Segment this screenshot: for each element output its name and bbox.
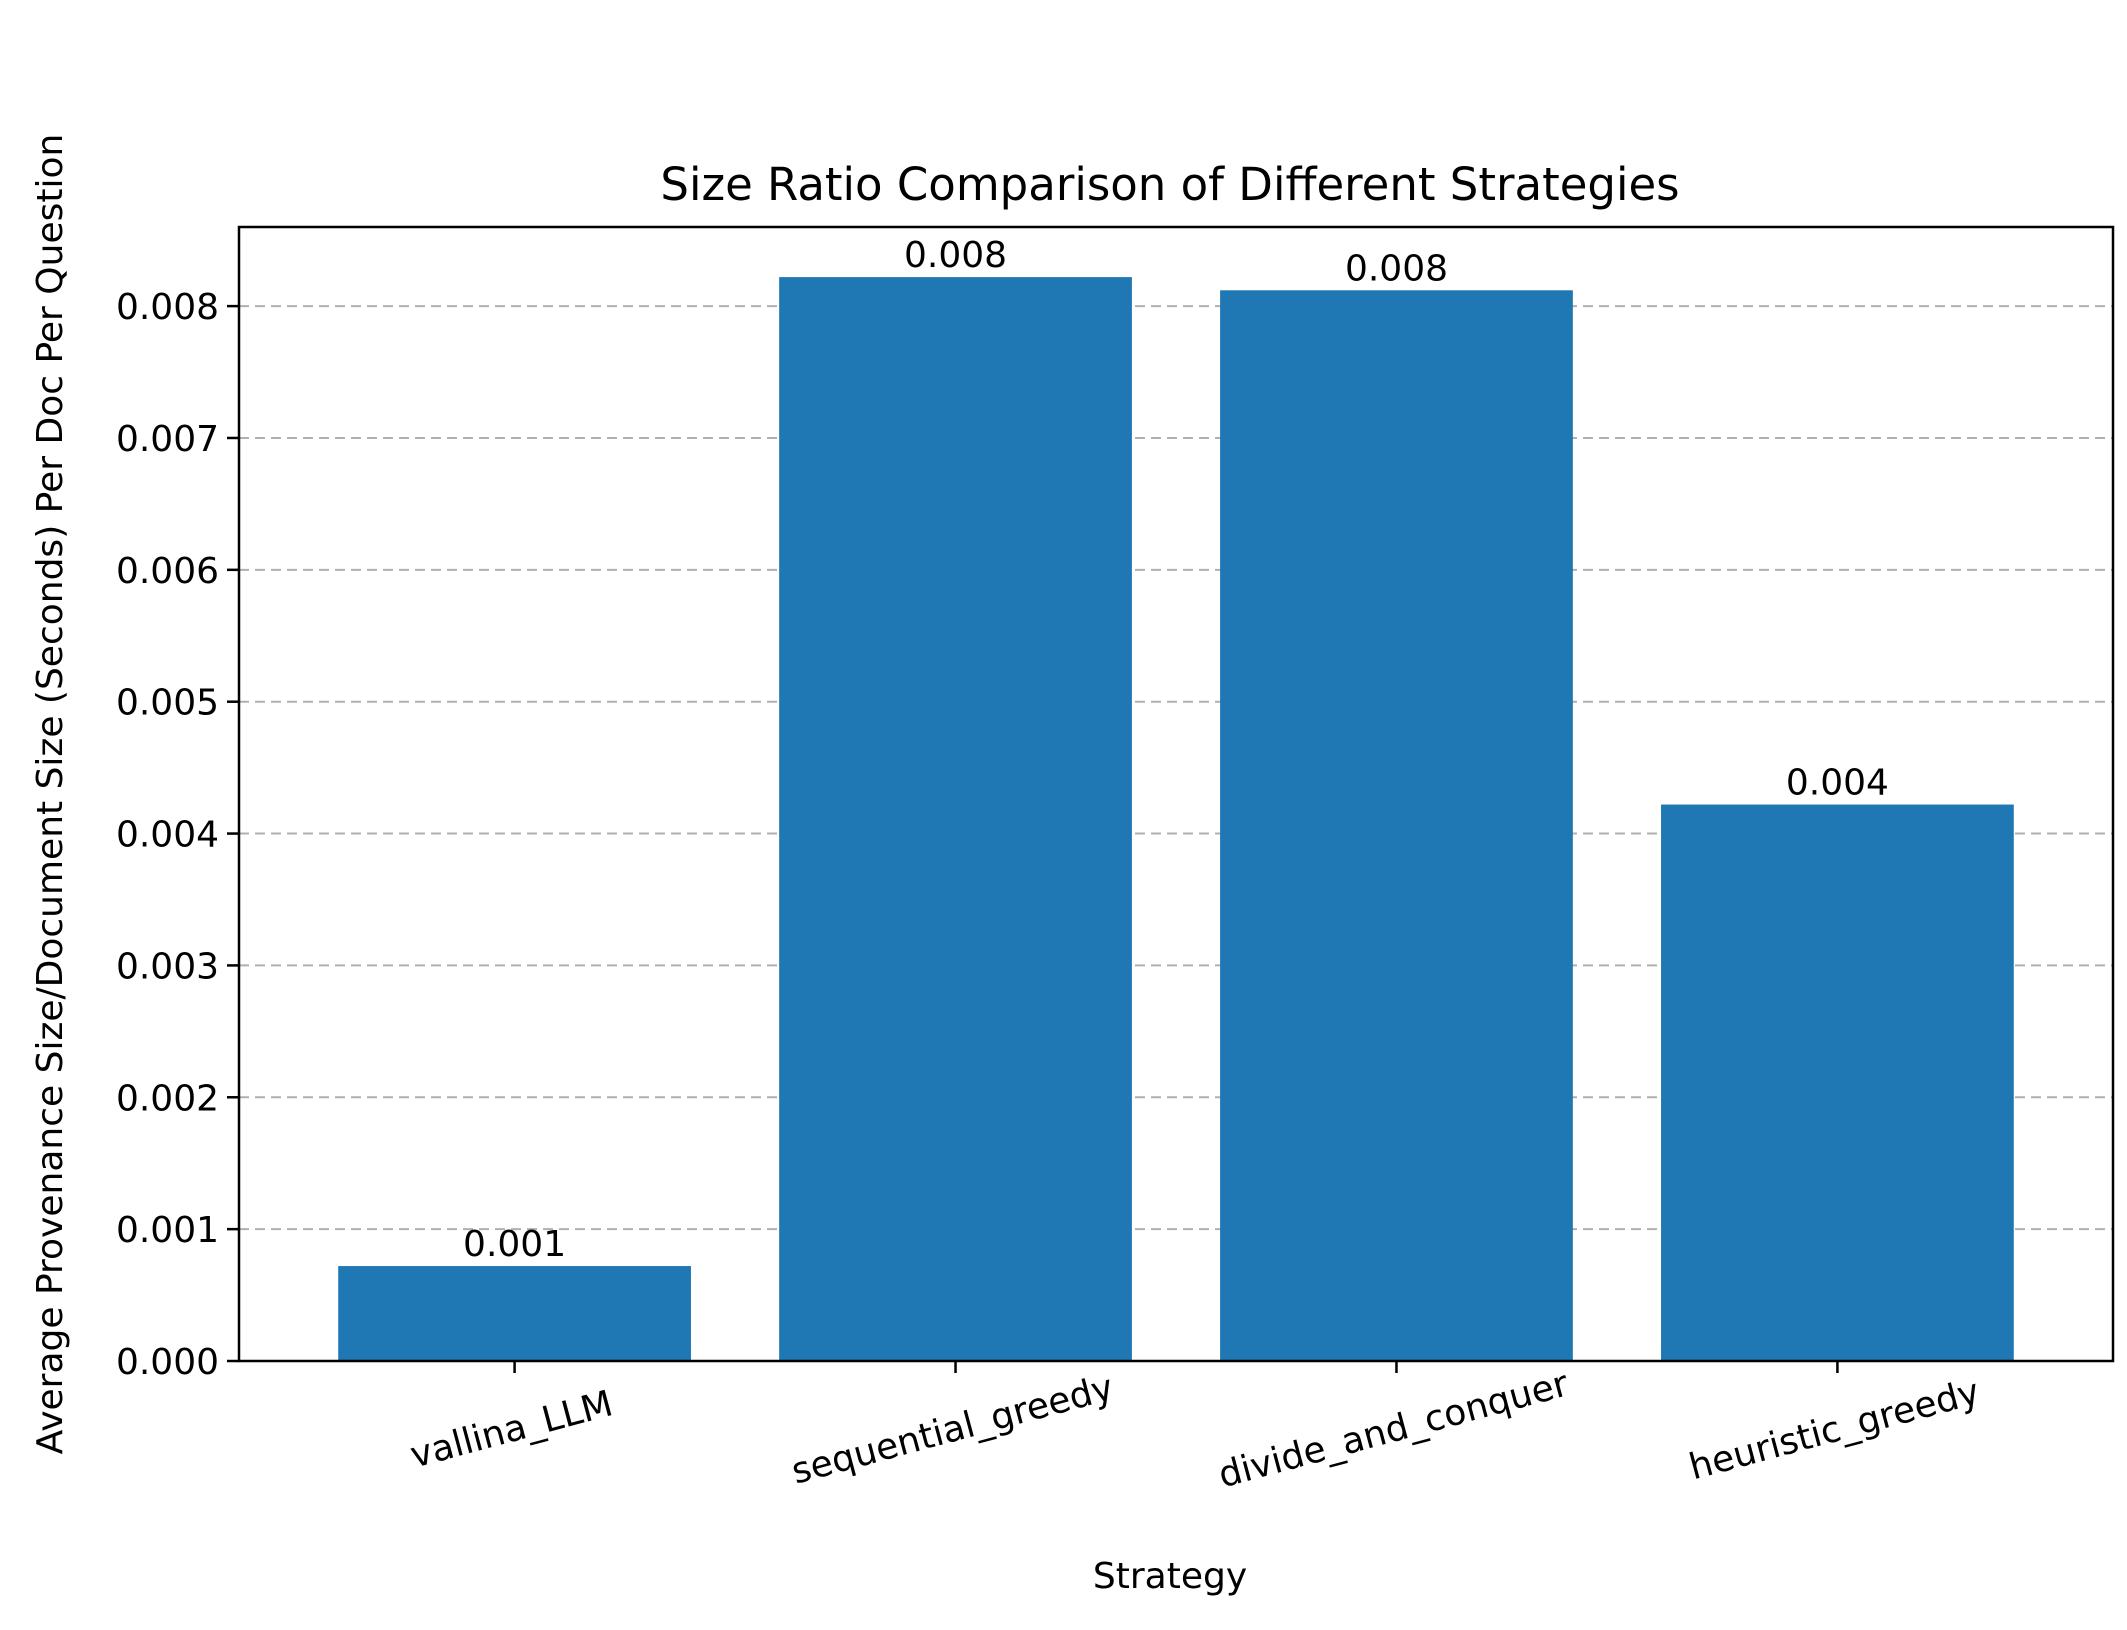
bar-value-label: 0.008 (1345, 248, 1448, 289)
bars (338, 277, 2014, 1362)
y-tick-label: 0.006 (116, 551, 219, 592)
bar (1661, 804, 2014, 1361)
y-tick-label: 0.001 (116, 1210, 219, 1251)
bar-labels: 0.001 0.008 0.008 0.004 (463, 235, 1889, 1265)
y-axis-ticks: 0.000 0.001 0.002 0.003 0.004 0.005 0.006 0.007… (116, 287, 239, 1383)
chart-title: Size Ratio Comparison of Different Strat… (660, 158, 1679, 211)
plot-frame (237, 225, 2115, 1363)
grid-lines (239, 305, 2113, 1231)
y-tick-label: 0.002 (116, 1078, 219, 1119)
y-axis-label: Average Provenance Size/Document Size (S… (30, 134, 71, 1455)
bar (779, 277, 1132, 1362)
y-tick-label: 0.007 (116, 419, 219, 460)
bar (1220, 290, 1573, 1362)
bar-value-label: 0.001 (463, 1224, 566, 1265)
bar-value-label: 0.008 (904, 235, 1007, 276)
y-tick-label: 0.004 (116, 815, 219, 856)
y-tick-label: 0.003 (116, 946, 219, 987)
bar-value-label: 0.004 (1786, 763, 1889, 804)
bar (338, 1266, 691, 1361)
y-tick-label: 0.005 (116, 683, 219, 724)
x-axis-label: Strategy (1093, 1556, 1247, 1597)
y-tick-label: 0.000 (116, 1342, 219, 1383)
y-tick-label: 0.008 (116, 287, 219, 328)
